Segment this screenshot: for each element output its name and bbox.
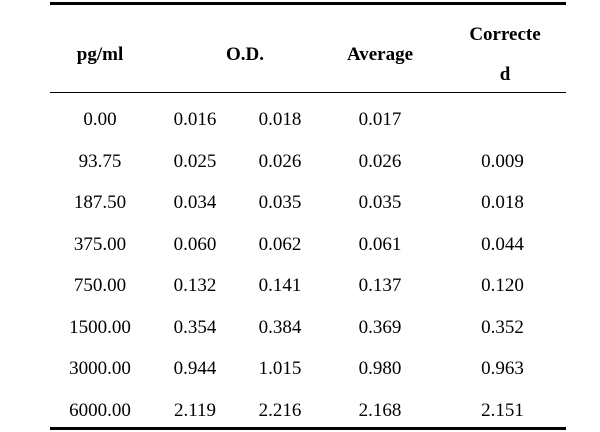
table-row: 375.00 0.060 0.062 0.061 0.044 [0,225,600,267]
cell-average: 0.369 [358,316,402,338]
cell-corrected: 0.352 [481,316,524,338]
cell-average: 0.026 [358,150,402,172]
cell-od-2: 1.015 [258,358,302,379]
cell-corrected: 0.018 [481,192,524,213]
table-row: 93.75 0.025 0.026 0.026 0.009 [0,142,600,184]
cell-average: 2.168 [358,399,402,421]
header-pg-ml: pg/ml [76,44,124,65]
header-corrected-line2: d [499,64,511,85]
cell-pg-ml: 3000.00 [69,358,131,379]
header-od: O.D. [226,44,264,65]
cell-corrected: 0.009 [481,150,524,172]
table-header-rule [50,92,566,93]
cell-corrected: 0.120 [481,275,524,296]
cell-corrected: 0.044 [481,233,524,255]
cell-average: 0.061 [358,233,402,255]
cell-pg-ml: 0.00 [83,109,117,130]
header-corrected: Correcte d [455,24,555,86]
cell-od-2: 0.384 [258,316,302,338]
cell-pg-ml: 187.50 [73,192,127,213]
cell-pg-ml: 375.00 [73,233,127,255]
cell-od-2: 0.141 [258,275,302,296]
cell-pg-ml: 6000.00 [69,399,131,421]
table-row: 3000.00 0.944 1.015 0.980 0.963 [0,349,600,391]
table-bottom-rule [50,427,566,430]
table-row: 187.50 0.034 0.035 0.035 0.018 [0,183,600,225]
cell-od-1: 0.354 [173,316,217,338]
cell-od-2: 0.026 [258,150,302,172]
cell-corrected: 2.151 [481,399,524,421]
cell-pg-ml: 750.00 [73,275,127,296]
cell-average: 0.137 [358,275,402,296]
cell-od-2: 0.035 [258,192,302,213]
cell-od-2: 2.216 [258,399,302,421]
cell-pg-ml: 93.75 [78,150,122,172]
cell-od-1: 0.034 [173,192,217,213]
cell-od-1: 0.016 [173,109,217,130]
cell-od-2: 0.062 [258,233,302,255]
table-body: 0.00 0.016 0.018 0.017 93.75 0.025 0.026… [0,100,600,432]
cell-corrected: 0.963 [481,358,524,379]
cell-od-1: 2.119 [173,399,217,421]
header-corrected-line1: Correcte [469,24,541,45]
cell-od-1: 0.060 [173,233,217,255]
table-row: 750.00 0.132 0.141 0.137 0.120 [0,266,600,308]
table-row: 0.00 0.016 0.018 0.017 [0,100,600,142]
table-top-rule [50,2,566,5]
cell-average: 0.035 [358,192,402,213]
cell-od-1: 0.025 [173,150,217,172]
cell-od-1: 0.944 [173,358,217,379]
table-row: 6000.00 2.119 2.216 2.168 2.151 [0,391,600,432]
cell-pg-ml: 1500.00 [69,316,131,338]
table-row: 1500.00 0.354 0.384 0.369 0.352 [0,308,600,350]
cell-od-2: 0.018 [258,109,302,130]
header-average: Average [346,44,414,65]
cell-od-1: 0.132 [173,275,217,296]
cell-average: 0.980 [358,358,402,379]
cell-average: 0.017 [358,109,402,130]
